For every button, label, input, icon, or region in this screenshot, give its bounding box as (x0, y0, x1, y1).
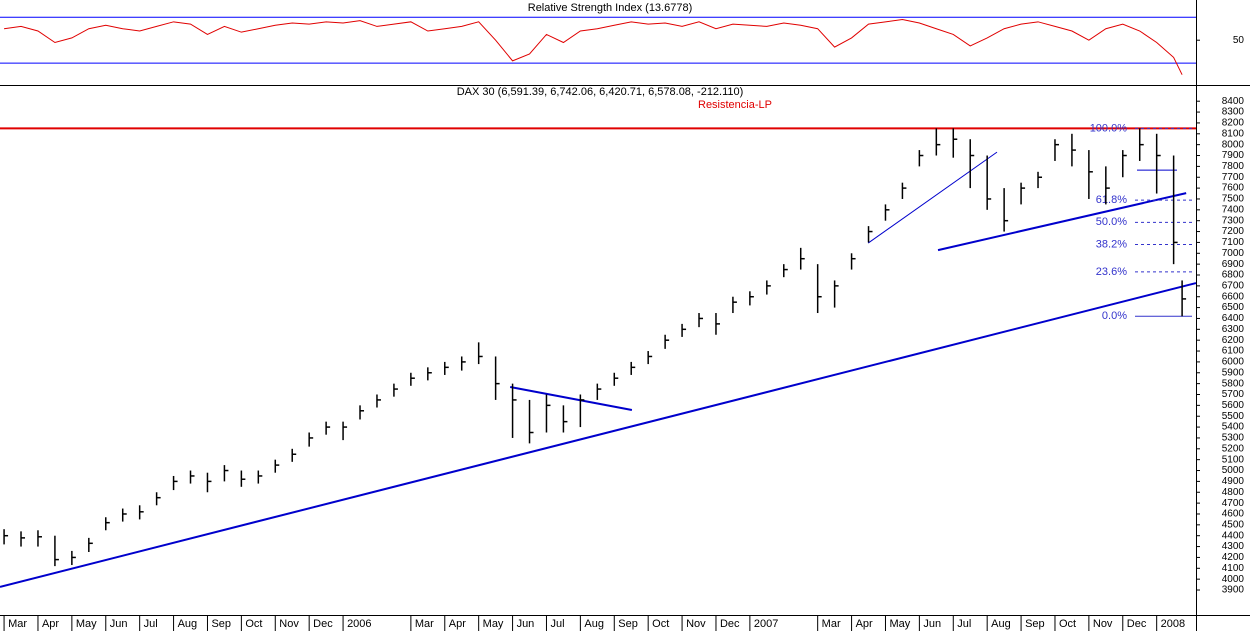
y-tick-label: 7200 (1222, 226, 1245, 237)
y-tick-label: 6800 (1222, 270, 1245, 281)
y-tick-label: 5700 (1222, 389, 1245, 400)
x-tick-label: May (889, 618, 910, 630)
y-tick-label: 7000 (1222, 248, 1245, 259)
rsi-line (4, 19, 1183, 75)
y-tick-label: 5300 (1222, 433, 1245, 444)
x-tick-label: Jul (550, 618, 564, 630)
x-tick-label: Sep (618, 618, 638, 630)
y-tick-label: 8000 (1222, 139, 1245, 150)
y-tick-label: 8100 (1222, 128, 1245, 139)
trendline (867, 151, 998, 244)
y-tick-label: 3900 (1222, 585, 1245, 596)
x-tick-label: Jul (144, 618, 158, 630)
trendline (510, 386, 633, 412)
y-tick-label: 6500 (1222, 302, 1245, 313)
x-tick-label: Mar (822, 618, 841, 630)
price-title: DAX 30 (6,591.39, 6,742.06, 6,420.71, 6,… (457, 86, 744, 98)
y-tick-label: 7300 (1222, 215, 1245, 226)
y-tick-label: 7700 (1222, 172, 1245, 183)
fib-label: 23.6% (1096, 266, 1127, 278)
y-tick-label: 4500 (1222, 519, 1245, 530)
y-tick-label: 7800 (1222, 161, 1245, 172)
trendline (937, 192, 1187, 252)
fib-label: 61.8% (1096, 194, 1127, 206)
y-tick-label: 5900 (1222, 367, 1245, 378)
y-tick-label: 5100 (1222, 454, 1245, 465)
x-tick-label: May (483, 618, 504, 630)
y-tick-label: 4100 (1222, 563, 1245, 574)
y-tick-label: 50 (1233, 35, 1245, 46)
y-tick-label: 8200 (1222, 118, 1245, 129)
y-tick-label: 4600 (1222, 509, 1245, 520)
x-tick-label: Sep (211, 618, 231, 630)
y-tick-label: 5800 (1222, 378, 1245, 389)
y-tick-label: 4900 (1222, 476, 1245, 487)
y-tick-label: 4200 (1222, 552, 1245, 563)
y-tick-label: 6600 (1222, 291, 1245, 302)
x-tick-label: Nov (1093, 618, 1113, 630)
y-tick-label: 4400 (1222, 530, 1245, 541)
y-tick-label: 5500 (1222, 411, 1245, 422)
y-tick-label: 4000 (1222, 574, 1245, 585)
x-tick-label: Aug (178, 618, 198, 630)
y-tick-label: 6000 (1222, 357, 1245, 368)
x-tick-label: 2007 (754, 618, 778, 630)
y-tick-label: 6100 (1222, 346, 1245, 357)
y-tick-label: 6900 (1222, 259, 1245, 270)
y-tick-label: 7400 (1222, 204, 1245, 215)
y-tick-label: 8300 (1222, 107, 1245, 118)
fib-label: 0.0% (1102, 310, 1127, 322)
y-tick-label: 6400 (1222, 313, 1245, 324)
y-tick-label: 5200 (1222, 443, 1245, 454)
y-tick-label: 4800 (1222, 487, 1245, 498)
x-tick-label: Mar (8, 618, 27, 630)
x-tick-label: Aug (991, 618, 1011, 630)
fib-label: 50.0% (1096, 216, 1127, 228)
x-tick-label: Dec (1127, 618, 1147, 630)
rsi-title: Relative Strength Index (13.6778) (528, 2, 693, 14)
x-tick-label: 2006 (347, 618, 371, 630)
x-tick-label: Oct (1059, 618, 1076, 630)
y-tick-label: 5400 (1222, 422, 1245, 433)
trendline (0, 282, 1197, 588)
y-tick-label: 6200 (1222, 335, 1245, 346)
x-tick-label: Apr (42, 618, 59, 630)
x-tick-label: Oct (652, 618, 669, 630)
x-tick-label: Jun (110, 618, 128, 630)
y-tick-label: 4300 (1222, 541, 1245, 552)
x-tick-label: Jul (957, 618, 971, 630)
y-tick-label: 6700 (1222, 281, 1245, 292)
x-tick-label: Apr (856, 618, 873, 630)
y-tick-label: 7600 (1222, 183, 1245, 194)
x-tick-label: Nov (686, 618, 706, 630)
fib-label: 100.0% (1090, 122, 1128, 134)
x-tick-label: Jun (923, 618, 941, 630)
y-tick-label: 7500 (1222, 194, 1245, 205)
y-tick-label: 6300 (1222, 324, 1245, 335)
x-tick-label: Mar (415, 618, 434, 630)
x-tick-label: Dec (720, 618, 740, 630)
resistance-label: Resistencia-LP (698, 99, 772, 111)
x-tick-label: 2008 (1161, 618, 1185, 630)
y-tick-label: 5600 (1222, 400, 1245, 411)
x-tick-label: Dec (313, 618, 333, 630)
y-tick-label: 4700 (1222, 498, 1245, 509)
x-tick-label: Oct (245, 618, 262, 630)
y-tick-label: 5000 (1222, 465, 1245, 476)
fib-label: 38.2% (1096, 238, 1127, 250)
y-tick-label: 8400 (1222, 96, 1245, 107)
y-tick-label: 7900 (1222, 150, 1245, 161)
x-tick-label: Sep (1025, 618, 1045, 630)
x-tick-label: Nov (279, 618, 299, 630)
x-tick-label: Apr (449, 618, 466, 630)
x-tick-label: May (76, 618, 97, 630)
x-tick-label: Jun (517, 618, 535, 630)
y-tick-label: 7100 (1222, 237, 1245, 248)
x-tick-label: Aug (584, 618, 604, 630)
